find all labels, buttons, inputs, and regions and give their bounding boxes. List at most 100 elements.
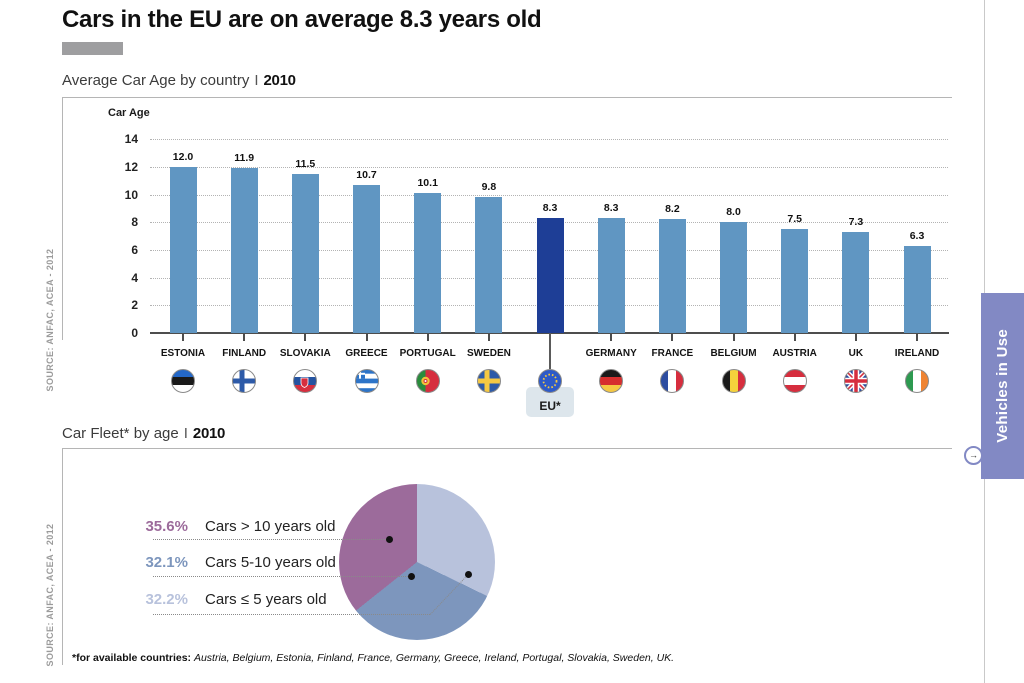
bar-value-label: 10.7 [356, 168, 377, 181]
bar-value-label: 8.0 [726, 206, 741, 219]
flag-greece-icon [354, 369, 379, 393]
flag-sweden-icon [476, 369, 501, 393]
flag-finland-icon [232, 369, 257, 393]
pie-chart [339, 484, 495, 640]
side-tab-vehicles-in-use[interactable]: Vehicles in Use [981, 293, 1024, 479]
bar-value-label: 8.2 [665, 203, 680, 216]
x-tick [854, 333, 857, 341]
bar-value-label: 7.5 [787, 213, 802, 226]
x-tick [487, 333, 490, 341]
bar [169, 166, 197, 333]
bar-section-header: Average Car Age by country I 2010 [62, 72, 296, 89]
bar-section-title: Average Car Age by country [62, 72, 250, 89]
y-tick-label: 2 [131, 298, 138, 313]
pie-chart-area: 35.6% Cars > 10 years old 32.1% Cars 5-10 y… [62, 448, 952, 665]
x-tick [304, 333, 307, 341]
flag-belgium-icon [721, 369, 746, 393]
x-tick [365, 333, 368, 341]
legend-leader-line [153, 614, 430, 615]
bar-section-year: 2010 [263, 72, 296, 89]
country-label: SLOVAKIA [279, 348, 331, 359]
legend-percent: 32.1% [145, 554, 188, 571]
pie-chart-top-border [62, 448, 952, 449]
bar-value-label: 9.8 [481, 181, 497, 194]
bar-eu-highlight [536, 218, 564, 333]
bar [903, 245, 931, 333]
bar-chart-left-border [62, 97, 63, 340]
x-tick [426, 333, 429, 341]
legend-percent: 35.6% [145, 518, 188, 535]
bar [291, 173, 319, 333]
y-tick-label: 6 [131, 242, 138, 257]
tab-arrow-icon[interactable]: → [964, 446, 983, 465]
header-separator: I [254, 72, 259, 89]
x-tick [671, 333, 674, 341]
flag-slovakia-icon [293, 369, 318, 393]
pie-section-title: Car Fleet* by age [62, 425, 179, 442]
pie-chart-left-border [62, 448, 63, 665]
y-tick-label: 12 [124, 159, 138, 174]
bar-chart-source: SOURCE: ANFAC, ACEA - 2012 [45, 248, 55, 392]
pie-legend-row: 32.1% Cars 5-10 years old [118, 554, 336, 571]
country-label: PORTUGAL [399, 348, 456, 359]
legend-label: Cars > 10 years old [205, 518, 336, 535]
page-title: Cars in the EU are on average 8.3 years … [62, 6, 542, 33]
legend-leader-line [153, 576, 412, 577]
country-label: FINLAND [222, 348, 267, 359]
x-tick [916, 333, 918, 341]
title-underline-bar [62, 42, 123, 55]
country-label: UK [848, 348, 864, 359]
y-tick-label: 10 [124, 187, 138, 202]
bar [230, 168, 258, 333]
flag-estonia-icon [171, 369, 195, 393]
pie-section-header: Car Fleet* by age I 2010 [62, 425, 225, 442]
header-separator: I [183, 425, 188, 442]
flag-portugal-icon [415, 369, 440, 393]
footnote-prefix: *for available countries: [72, 652, 194, 664]
flag-ireland-icon [905, 369, 929, 393]
pie-legend-row: 32.2% Cars ≤ 5 years old [118, 591, 326, 608]
leader-dot [408, 573, 415, 580]
eu-connector-line [549, 333, 551, 369]
bar-value-label: 12.0 [172, 150, 194, 163]
flag-austria-icon [782, 369, 807, 393]
pie-chart-source: SOURCE: ANFAC, ACEA - 2012 [45, 523, 55, 667]
bar-value-label: 8.3 [542, 202, 558, 214]
bar [658, 219, 686, 333]
bar [597, 218, 625, 333]
flag-france-icon [660, 369, 685, 393]
gridline [150, 139, 948, 141]
flag-eu-icon [538, 369, 562, 393]
pie-legend-row: 35.6% Cars > 10 years old [118, 518, 335, 535]
y-tick-label: 14 [124, 132, 138, 147]
bar-value-label: 6.3 [909, 229, 925, 242]
x-tick [182, 333, 184, 341]
x-tick [243, 333, 246, 341]
country-label: IRELAND [894, 348, 940, 359]
country-label: BELGIUM [710, 348, 757, 359]
country-label: ESTONIA [160, 348, 206, 359]
legend-leader-line [153, 539, 390, 540]
y-tick-label: 8 [131, 215, 138, 230]
country-label: SWEDEN [466, 348, 511, 359]
y-tick-label: 4 [131, 270, 138, 285]
gridline [150, 194, 948, 196]
footnote: *for available countries: Austria, Belgi… [72, 652, 674, 664]
footnote-country-list: Austria, Belgium, Estonia, Finland, Fran… [193, 652, 675, 664]
y-axis-label: Car Age [108, 107, 150, 119]
flag-uk-icon [843, 369, 868, 393]
leader-dot [386, 536, 393, 543]
legend-label: Cars 5-10 years old [205, 554, 336, 571]
bar-value-label: 7.3 [848, 215, 864, 228]
bar [414, 193, 442, 333]
country-label: GERMANY [585, 348, 637, 359]
side-tab-label: Vehicles in Use [994, 329, 1011, 443]
bar-chart: Car Age 0 2 4 6 8 10 12 14 12.0 ESTONIA 11.9 FINLAN… [62, 97, 952, 417]
bar [842, 231, 870, 333]
flag-germany-icon [599, 369, 624, 393]
x-tick [610, 333, 613, 341]
leader-dot [465, 571, 472, 578]
legend-percent: 32.2% [145, 591, 188, 608]
country-label: GREECE [345, 348, 388, 359]
